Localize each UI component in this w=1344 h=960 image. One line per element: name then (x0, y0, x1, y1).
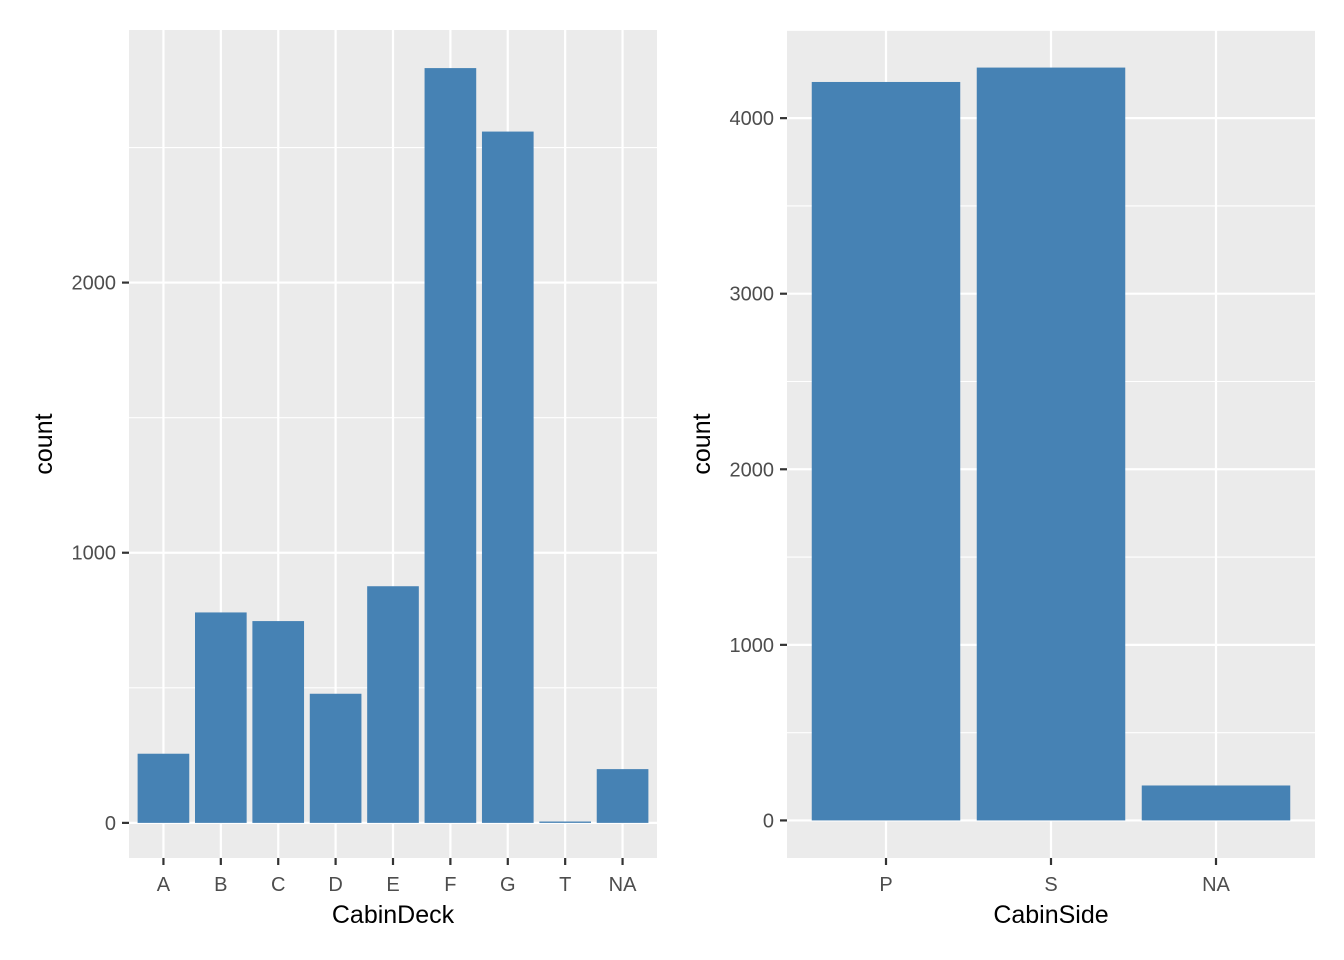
y-tick-label: 1000 (72, 543, 117, 565)
x-tick-label: S (1044, 874, 1057, 896)
x-tick-label: A (157, 874, 171, 896)
bar (481, 131, 534, 823)
y-axis-title: count (30, 413, 58, 474)
y-tick-label: 2000 (730, 459, 775, 481)
bar (195, 612, 247, 823)
x-tick-label: P (879, 874, 892, 896)
bar (811, 81, 961, 821)
x-tick-label: F (444, 874, 456, 896)
y-tick-label: 0 (105, 813, 116, 835)
y-tick-label: 3000 (730, 284, 775, 306)
x-tick-label: C (271, 874, 285, 896)
x-axis-title: CabinSide (993, 901, 1108, 929)
x-tick-label: G (500, 874, 516, 896)
bar (367, 586, 419, 823)
bar (976, 67, 1126, 821)
x-tick-label: E (386, 874, 399, 896)
bar (1141, 785, 1291, 821)
bar (596, 769, 649, 823)
x-tick-label: NA (1202, 874, 1230, 896)
bar (539, 821, 591, 823)
y-tick-label: 2000 (72, 273, 117, 295)
x-tick-label: B (214, 874, 227, 896)
x-tick-label: NA (609, 874, 637, 896)
cabindeck-chart: 0 1000 2000 A B C D E F G T NA CabinDeck count (30, 30, 657, 929)
x-axis-title: CabinDeck (332, 901, 455, 929)
x-tick-label: T (559, 874, 571, 896)
bar (309, 693, 362, 823)
bar (252, 621, 305, 823)
y-tick-label: 4000 (730, 108, 775, 130)
x-tick-label: D (328, 874, 342, 896)
bar (137, 753, 190, 823)
y-axis-title: count (688, 413, 716, 474)
cabinside-chart: 0 1000 2000 3000 4000 P S NA CabinSide count (688, 29, 1315, 929)
y-tick-label: 1000 (730, 635, 775, 657)
y-tick-label: 0 (763, 810, 774, 832)
bar (424, 68, 477, 823)
